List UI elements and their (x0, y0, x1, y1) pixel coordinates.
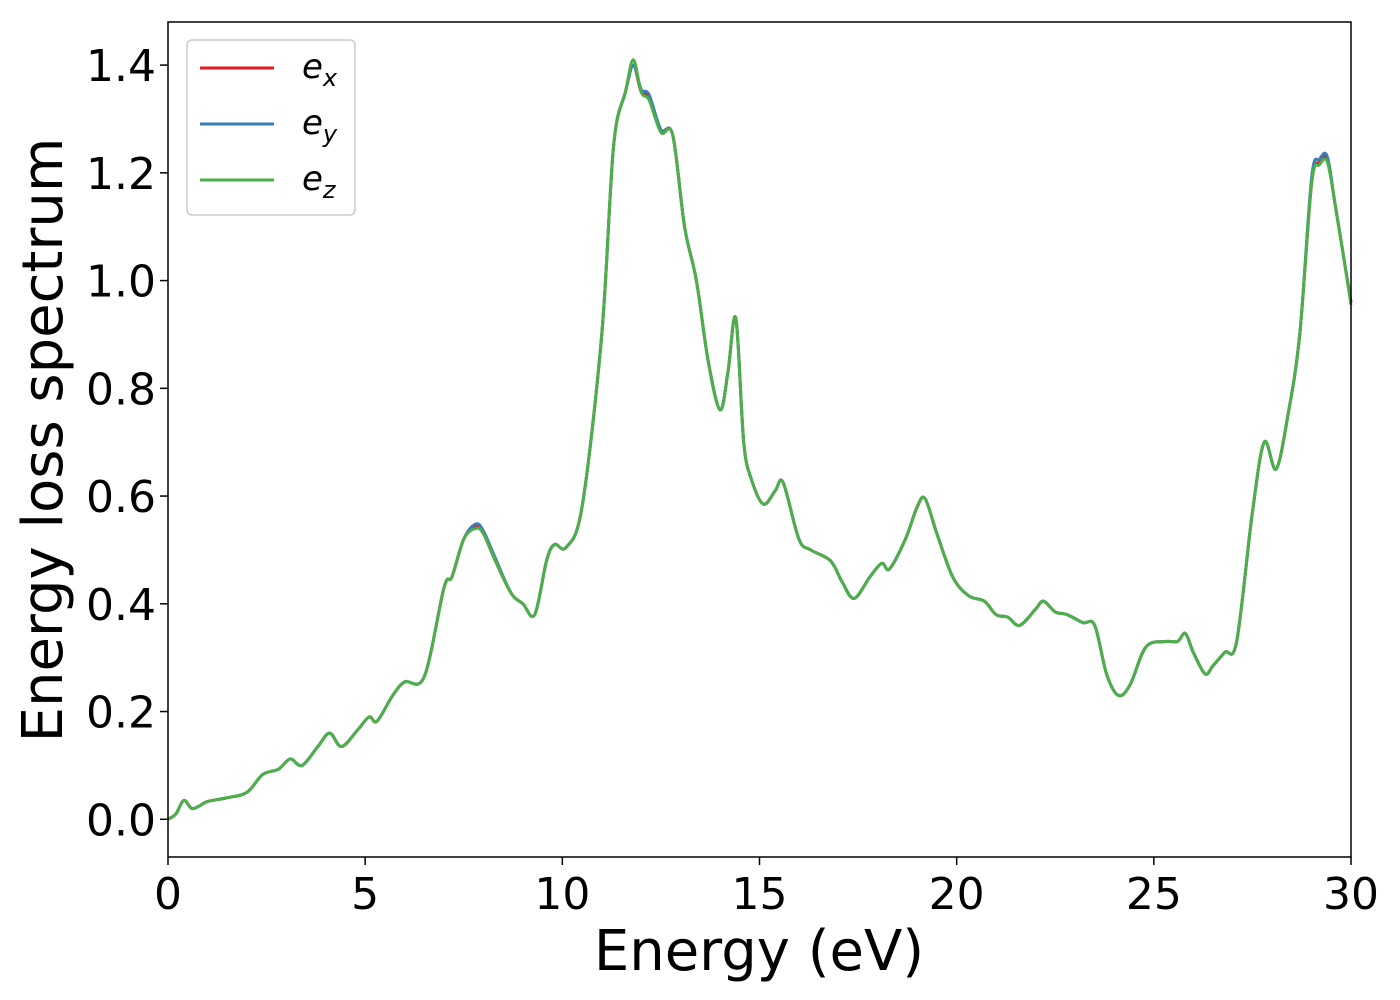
x-tick-label: 0 (154, 869, 182, 920)
plot-area (168, 22, 1351, 857)
legend-label: ey (302, 103, 338, 148)
x-tick-label: 20 (929, 869, 985, 920)
legend-label: ez (302, 159, 337, 204)
y-tick-label: 1.2 (86, 149, 156, 200)
series-line-3 (167, 58, 1353, 821)
x-axis-ticks: 0 5 10 15 20 25 30 (154, 857, 1379, 920)
y-tick-label: 1.4 (86, 41, 156, 92)
legend-label: ex (302, 47, 338, 92)
x-axis-label: Energy (eV) (594, 919, 924, 984)
legend-box (186, 39, 356, 216)
x-tick-label: 25 (1126, 869, 1182, 920)
y-axis-label: Energy loss spectrum (11, 138, 76, 743)
y-tick-label: 0.4 (86, 580, 156, 631)
y-tick-label: 0.8 (86, 364, 156, 415)
y-tick-label: 0.6 (86, 472, 156, 523)
y-axis-ticks: 0.0 0.2 0.4 0.6 0.8 1.0 1.2 1.4 (86, 41, 168, 846)
x-tick-label: 10 (534, 869, 590, 920)
x-tick-label: 5 (351, 869, 379, 920)
series-layer (167, 58, 1353, 821)
y-tick-label: 0.2 (86, 688, 156, 739)
x-tick-label: 15 (732, 869, 788, 920)
y-tick-label: 1.0 (86, 257, 156, 308)
y-tick-label: 0.0 (86, 795, 156, 846)
x-tick-label: 30 (1323, 869, 1379, 920)
legend: ex ey ez (186, 39, 356, 216)
